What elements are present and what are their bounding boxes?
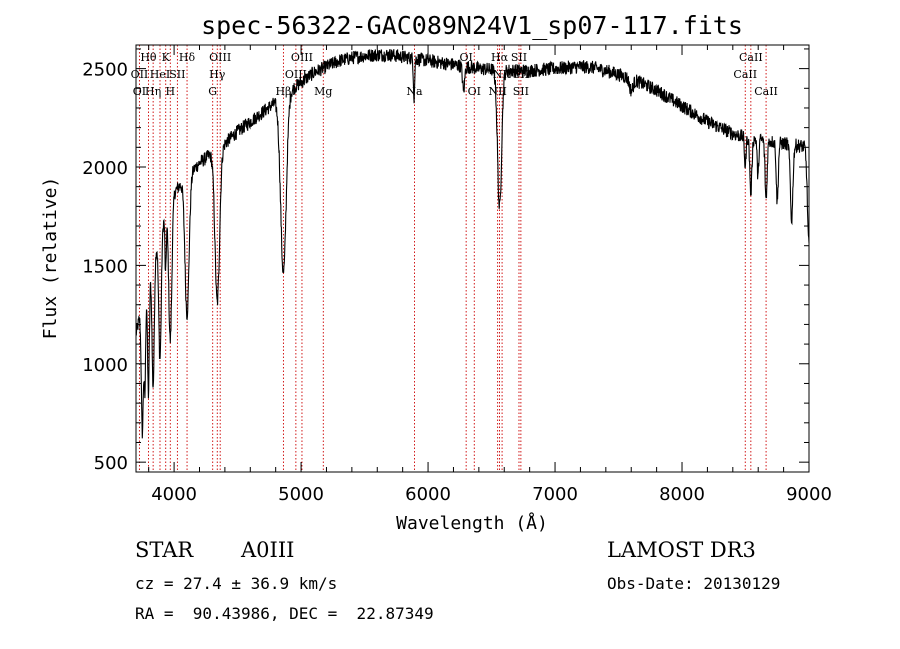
line-label: Hη [145, 85, 161, 98]
line-markers [138, 45, 767, 472]
plot-frame [135, 44, 810, 473]
chart-title: spec-56322-GAC089N24V1_sp07-117.fits [201, 11, 743, 40]
y-tick-label: 2500 [82, 60, 128, 81]
survey-name: LAMOST DR3 [607, 538, 756, 562]
line-label: K [162, 51, 171, 64]
line-label: Hα [491, 51, 509, 64]
y-tick-label: 1000 [82, 355, 128, 376]
x-tick-label: 4000 [151, 484, 197, 505]
line-label: Hθ [140, 51, 157, 64]
line-label: OI [468, 85, 481, 98]
x-tick-label: 6000 [405, 484, 451, 505]
line-label: OIII [291, 51, 313, 64]
line-label: Mg [314, 85, 332, 98]
coordinates-text: RA = 90.43986, DEC = 22.87349 [135, 604, 434, 623]
x-tick-label: 8000 [659, 484, 705, 505]
x-tick-label: 9000 [786, 484, 832, 505]
spectrum-line [135, 48, 810, 439]
x-tick-label: 5000 [278, 484, 324, 505]
line-label: SII [513, 85, 529, 98]
y-tick-label: 2000 [82, 158, 128, 179]
line-label: CaII [733, 68, 757, 81]
line-label: SII [169, 68, 185, 81]
line-label: HeI [150, 68, 170, 81]
redshift-text: cz = 27.4 ± 36.9 km/s [135, 574, 338, 593]
line-label: Hβ [275, 85, 291, 98]
line-label: OIII [285, 68, 307, 81]
line-label: OI [459, 51, 472, 64]
line-label: G [208, 85, 217, 98]
line-label: SII [511, 51, 527, 64]
x-axis: 4000 5000 6000 7000 8000 9000 [148, 45, 832, 505]
x-axis-label: Wavelength (Å) [396, 512, 548, 534]
line-label: CaII [739, 51, 763, 64]
line-label: Hδ [179, 51, 196, 64]
object-subclass: A0III [241, 538, 295, 562]
object-class: STAR [135, 538, 194, 562]
y-tick-label: 500 [94, 453, 128, 474]
line-label: OII [131, 68, 149, 81]
line-label: H [165, 85, 175, 98]
y-axis: 500 1000 1500 2000 2500 [82, 48, 809, 474]
line-label: Hγ [209, 68, 226, 81]
obs-date-text: Obs-Date: 20130129 [607, 574, 781, 593]
line-label: NII [488, 85, 506, 98]
line-label: CaII [754, 85, 778, 98]
y-axis-label: Flux (relative) [40, 177, 61, 340]
line-label: OIII [209, 51, 231, 64]
y-tick-label: 1500 [82, 256, 128, 277]
x-tick-label: 7000 [532, 484, 578, 505]
